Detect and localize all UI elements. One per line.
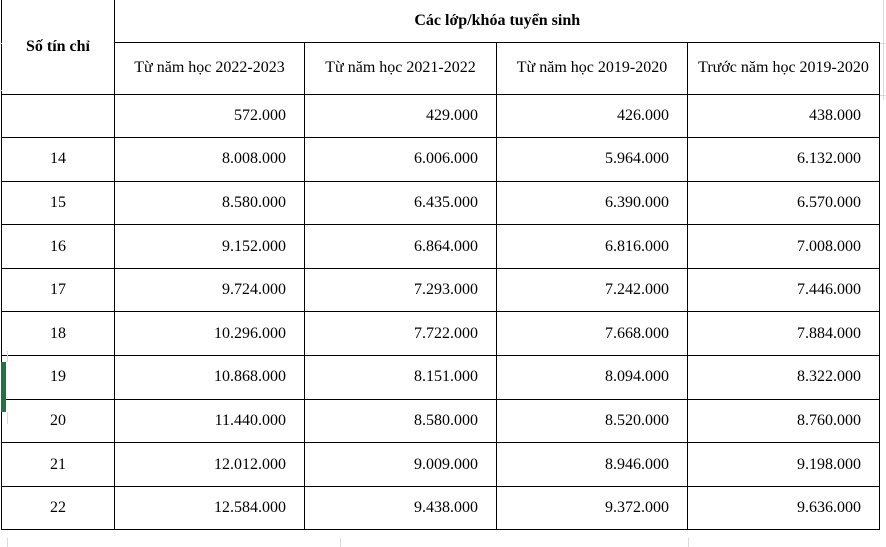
value-cell[interactable]: 7.446.000 — [687, 267, 880, 313]
value-cell[interactable]: 10.868.000 — [114, 355, 305, 400]
gridline — [0, 43, 2, 44]
value-cell[interactable]: 426.000 — [496, 93, 688, 139]
table-row: 14 8.008.000 6.006.000 5.964.000 6.132.0… — [1, 137, 880, 182]
value-cell[interactable]: 8.008.000 — [114, 137, 305, 182]
table-row: 22 12.584.000 9.438.000 9.372.000 9.636.… — [1, 485, 880, 531]
value-cell[interactable]: 9.724.000 — [114, 267, 305, 313]
credits-cell[interactable]: 18 — [1, 311, 115, 357]
gridline — [0, 90, 2, 91]
credits-cell[interactable] — [1, 93, 115, 139]
credits-cell[interactable]: 14 — [1, 137, 115, 182]
group-header-cell[interactable]: Các lớp/khóa tuyển sinh — [114, 0, 880, 43]
credits-cell[interactable]: 15 — [1, 180, 115, 226]
value-cell[interactable]: 10.296.000 — [114, 311, 305, 357]
value-cell[interactable]: 8.322.000 — [687, 355, 880, 400]
value-cell[interactable]: 8.580.000 — [114, 180, 305, 226]
table-row: 17 9.724.000 7.293.000 7.242.000 7.446.0… — [1, 267, 880, 313]
value-cell[interactable]: 429.000 — [304, 93, 497, 139]
credits-cell[interactable]: 21 — [1, 442, 115, 487]
column-header-cell[interactable]: Từ năm học 2021-2022 — [304, 41, 497, 95]
value-cell[interactable]: 9.372.000 — [496, 485, 688, 531]
value-cell[interactable]: 11.440.000 — [114, 398, 305, 444]
table-row: 21 12.012.000 9.009.000 8.946.000 9.198.… — [1, 442, 880, 487]
value-cell[interactable]: 8.520.000 — [496, 398, 688, 444]
value-cell[interactable]: 7.722.000 — [304, 311, 497, 357]
value-cell[interactable]: 5.964.000 — [496, 137, 688, 182]
value-cell[interactable]: 8.580.000 — [304, 398, 497, 444]
value-cell[interactable]: 6.132.000 — [687, 137, 880, 182]
table-row: 572.000 429.000 426.000 438.000 — [1, 93, 880, 139]
value-cell[interactable]: 8.094.000 — [496, 355, 688, 400]
value-cell[interactable]: 9.438.000 — [304, 485, 497, 531]
column-header-cell[interactable]: Từ năm học 2022-2023 — [114, 41, 305, 95]
table-row: 16 9.152.000 6.864.000 6.816.000 7.008.0… — [1, 224, 880, 269]
credits-cell[interactable]: 16 — [1, 224, 115, 269]
value-cell[interactable]: 7.242.000 — [496, 267, 688, 313]
corner-header-cell[interactable]: Số tín chỉ — [1, 0, 115, 95]
tuition-table: Số tín chỉ Các lớp/khóa tuyển sinh Từ nă… — [1, 0, 880, 531]
value-cell[interactable]: 8.946.000 — [496, 442, 688, 487]
table-row: 18 10.296.000 7.722.000 7.668.000 7.884.… — [1, 311, 880, 357]
table-row selected-row: 19 10.868.000 8.151.000 8.094.000 8.322.… — [1, 355, 880, 400]
value-cell[interactable]: 9.009.000 — [304, 442, 497, 487]
value-cell[interactable]: 8.151.000 — [304, 355, 497, 400]
gridline — [688, 538, 689, 547]
credits-cell[interactable]: 22 — [1, 485, 115, 531]
value-cell[interactable]: 438.000 — [687, 93, 880, 139]
gridline — [883, 0, 884, 100]
value-cell[interactable]: 6.570.000 — [687, 180, 880, 226]
value-cell[interactable]: 7.668.000 — [496, 311, 688, 357]
gridline — [880, 43, 886, 44]
value-cell[interactable]: 8.760.000 — [687, 398, 880, 444]
value-cell[interactable]: 9.152.000 — [114, 224, 305, 269]
value-cell[interactable]: 9.636.000 — [687, 485, 880, 531]
gridline — [7, 412, 8, 424]
column-header-cell[interactable]: Trước năm học 2019-2020 — [687, 41, 880, 95]
value-cell[interactable]: 7.008.000 — [687, 224, 880, 269]
gridline — [880, 95, 886, 96]
value-cell[interactable]: 6.816.000 — [496, 224, 688, 269]
value-cell[interactable]: 572.000 — [114, 93, 305, 139]
value-cell[interactable]: 6.864.000 — [304, 224, 497, 269]
gridline — [7, 351, 8, 362]
value-cell[interactable]: 7.293.000 — [304, 267, 497, 313]
value-cell[interactable]: 12.584.000 — [114, 485, 305, 531]
table-row: Số tín chỉ Các lớp/khóa tuyển sinh — [1, 0, 880, 95]
gridline — [340, 538, 341, 547]
table-row: Từ năm học 2022-2023 Từ năm học 2021-202… — [2, 41, 880, 95]
value-cell[interactable]: 6.006.000 — [304, 137, 497, 182]
column-header-cell[interactable]: Từ năm học 2019-2020 — [496, 41, 688, 95]
table-row: 15 8.580.000 6.435.000 6.390.000 6.570.0… — [1, 180, 880, 226]
credits-cell[interactable]: 20 — [1, 398, 115, 444]
value-cell[interactable]: 6.390.000 — [496, 180, 688, 226]
selection-border — [1, 362, 6, 412]
table-row: 20 11.440.000 8.580.000 8.520.000 8.760.… — [1, 398, 880, 444]
value-cell[interactable]: 12.012.000 — [114, 442, 305, 487]
credits-cell[interactable]: 17 — [1, 267, 115, 313]
gridline — [7, 538, 8, 547]
value-cell[interactable]: 9.198.000 — [687, 442, 880, 487]
value-cell[interactable]: 6.435.000 — [304, 180, 497, 226]
credits-cell-selected[interactable]: 19 — [1, 355, 115, 400]
value-cell[interactable]: 7.884.000 — [687, 311, 880, 357]
